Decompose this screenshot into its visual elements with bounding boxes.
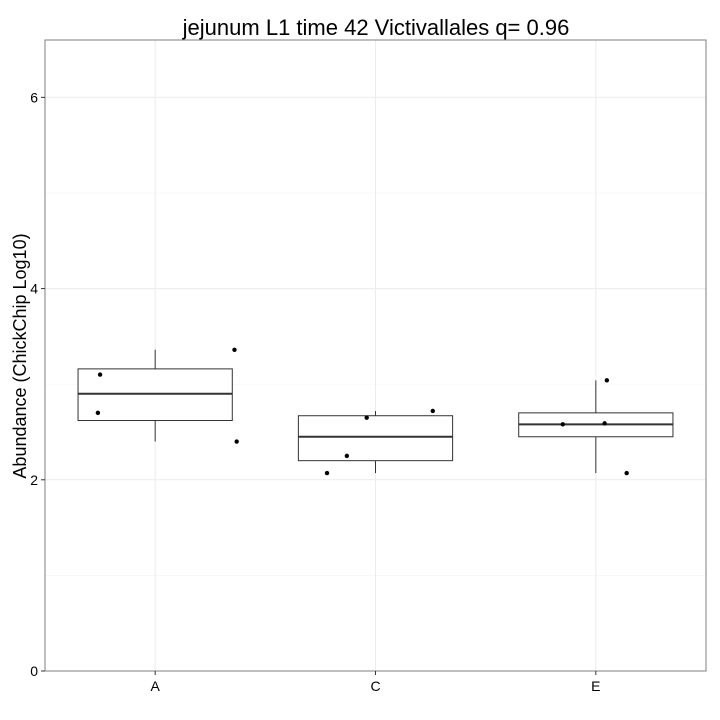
- box-layer: [77, 349, 674, 474]
- axis-layer: 0 2 4 6 A C E: [30, 89, 600, 694]
- data-point-c: [344, 453, 350, 459]
- x-tick-label-c: C: [370, 678, 380, 694]
- data-point-c: [364, 415, 369, 420]
- y-tick-label: 4: [30, 281, 38, 297]
- data-point-c: [324, 470, 330, 476]
- y-tick-label: 2: [30, 472, 38, 488]
- box-c: [297, 415, 454, 462]
- data-point-e: [624, 470, 629, 476]
- grid-layer: [45, 40, 706, 672]
- data-point-e: [602, 421, 607, 426]
- data-point-c: [430, 408, 435, 414]
- data-point-a: [234, 439, 239, 444]
- y-axis-label: Abundance (ChickChip Log10): [10, 233, 30, 478]
- x-tick-label-e: E: [591, 678, 600, 694]
- chart-title: jejunum L1 time 42 Victivallales q= 0.96: [182, 15, 570, 40]
- y-tick-label: 0: [30, 663, 38, 679]
- data-point-a: [97, 372, 103, 377]
- data-point-a: [95, 410, 101, 416]
- data-point-e: [560, 422, 565, 427]
- y-tick-label: 6: [30, 89, 38, 105]
- x-tick-label-a: A: [150, 678, 160, 694]
- data-point-a: [232, 347, 237, 352]
- point-layer: [95, 347, 629, 476]
- data-point-e: [604, 378, 610, 383]
